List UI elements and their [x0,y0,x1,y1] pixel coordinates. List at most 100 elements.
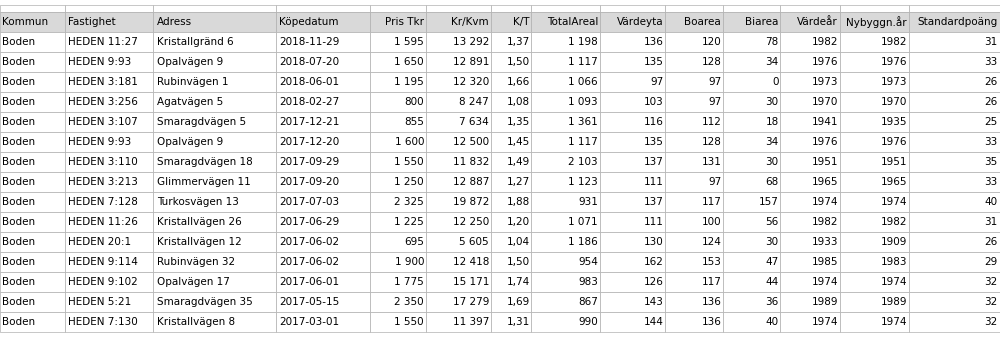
Text: 1941: 1941 [812,117,838,127]
Text: 1 775: 1 775 [394,277,424,287]
Text: 29: 29 [984,257,997,267]
Text: HEDEN 7:128: HEDEN 7:128 [68,197,138,207]
Bar [65,172,153,192]
Bar [491,272,531,292]
Text: 30: 30 [766,157,779,167]
Bar [780,72,840,92]
Bar [370,92,426,112]
Bar [0,92,65,112]
Text: 2017-05-15: 2017-05-15 [279,297,339,307]
Bar [723,252,780,272]
Text: 2017-06-29: 2017-06-29 [279,217,339,227]
Bar [370,292,426,312]
Text: 2 350: 2 350 [394,297,424,307]
Text: Boarea: Boarea [684,17,721,27]
Bar [426,12,491,32]
Bar [723,272,780,292]
Bar [491,32,531,52]
Text: 1982: 1982 [880,37,907,47]
Bar [65,212,153,232]
Text: 128: 128 [701,57,721,67]
Text: Boden: Boden [2,137,35,147]
Text: Boden: Boden [2,57,35,67]
Text: 1,04: 1,04 [507,237,530,247]
Bar [65,232,153,252]
Text: Boden: Boden [2,77,35,87]
Text: 1974: 1974 [812,317,838,327]
Text: 1 550: 1 550 [394,157,424,167]
Bar [723,232,780,252]
Bar [665,172,723,192]
Text: HEDEN 3:256: HEDEN 3:256 [68,97,138,107]
Text: Boden: Boden [2,257,35,267]
Bar [65,12,153,32]
Bar [491,72,531,92]
Text: Boden: Boden [2,237,35,247]
Text: 32: 32 [984,277,997,287]
Text: 954: 954 [578,257,598,267]
Bar [600,312,665,332]
Text: 47: 47 [765,257,779,267]
Text: 30: 30 [766,97,779,107]
Text: Smaragdvägen 35: Smaragdvägen 35 [157,297,253,307]
Bar [780,112,840,132]
Text: HEDEN 9:102: HEDEN 9:102 [68,277,138,287]
Bar [909,252,1000,272]
Bar [370,272,426,292]
Bar [426,72,491,92]
Bar [0,232,65,252]
Text: 695: 695 [404,237,424,247]
Bar [665,152,723,172]
Text: 1974: 1974 [812,197,838,207]
Text: 1 550: 1 550 [394,317,424,327]
Bar [276,132,370,152]
Bar [600,112,665,132]
Bar [153,252,276,272]
Bar [840,272,909,292]
Bar [491,192,531,212]
Text: Kristallvägen 12: Kristallvägen 12 [157,237,242,247]
Bar [0,172,65,192]
Bar [531,272,600,292]
Text: Boden: Boden [2,277,35,287]
Bar [723,52,780,72]
Text: 136: 136 [644,37,663,47]
Bar [780,32,840,52]
Bar [0,252,65,272]
Bar [276,5,370,12]
Text: 1976: 1976 [812,57,838,67]
Text: 33: 33 [984,137,997,147]
Text: 2018-02-27: 2018-02-27 [279,97,339,107]
Text: 1976: 1976 [812,137,838,147]
Bar [840,52,909,72]
Text: 33: 33 [984,57,997,67]
Bar [276,32,370,52]
Bar [665,252,723,272]
Text: 136: 136 [701,297,721,307]
Text: Kristallvägen 8: Kristallvägen 8 [157,317,235,327]
Bar [531,32,600,52]
Bar [370,172,426,192]
Text: HEDEN 5:21: HEDEN 5:21 [68,297,131,307]
Bar [276,292,370,312]
Text: 2017-07-03: 2017-07-03 [279,197,339,207]
Text: 1970: 1970 [812,97,838,107]
Bar [665,5,723,12]
Bar [65,112,153,132]
Text: 18: 18 [765,117,779,127]
Bar [600,132,665,152]
Text: 1951: 1951 [812,157,838,167]
Text: 144: 144 [644,317,663,327]
Text: 12 887: 12 887 [453,177,489,187]
Text: 1974: 1974 [880,277,907,287]
Bar [909,72,1000,92]
Bar [840,232,909,252]
Text: 117: 117 [701,277,721,287]
Bar [780,312,840,332]
Bar [780,152,840,172]
Text: 1974: 1974 [812,277,838,287]
Text: 1 093: 1 093 [568,97,598,107]
Bar [665,192,723,212]
Text: 1,50: 1,50 [507,57,530,67]
Text: 135: 135 [644,57,663,67]
